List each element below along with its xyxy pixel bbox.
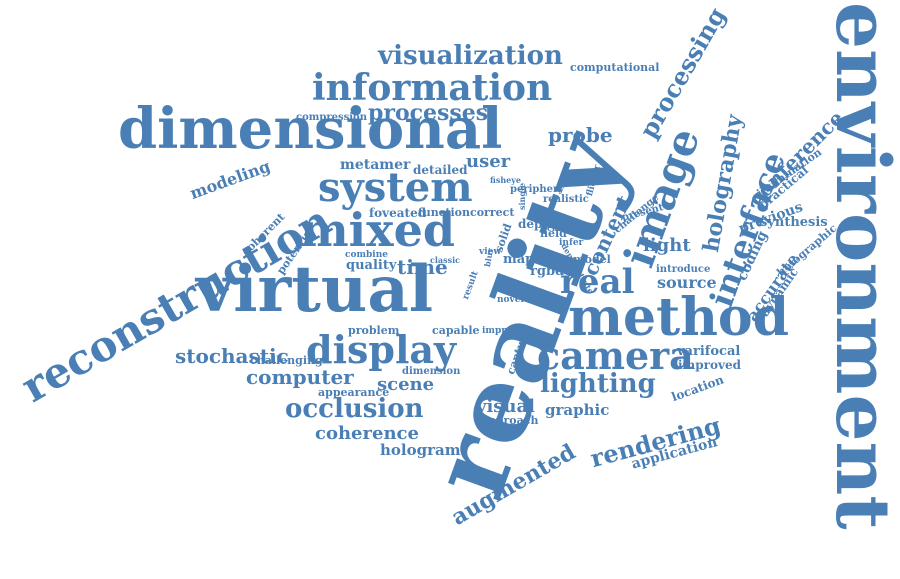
word-stochastic: stochastic bbox=[175, 344, 289, 368]
word-periphery: periphery bbox=[510, 184, 565, 195]
word-model: model bbox=[573, 253, 611, 266]
word-depth: depth bbox=[518, 217, 557, 231]
word-visual: visual bbox=[476, 396, 536, 417]
word-dimension: dimension bbox=[402, 366, 461, 377]
word-source: source bbox=[657, 273, 717, 292]
word-challenging: challenging bbox=[250, 354, 323, 367]
word-quality: quality bbox=[346, 258, 397, 273]
word-novel: novel bbox=[497, 295, 524, 305]
word-improve: improve bbox=[482, 326, 523, 336]
word-approach: approach bbox=[481, 414, 539, 427]
word-occlusion: occlusion bbox=[285, 394, 424, 424]
word-dimensional: dimensional bbox=[118, 96, 503, 162]
word-problem: problem bbox=[348, 324, 400, 337]
word-system: system bbox=[318, 164, 473, 211]
word-view: view bbox=[479, 247, 502, 257]
word-classic: classic bbox=[430, 255, 461, 265]
word-function: function bbox=[418, 206, 471, 219]
word-rgbd: rgbd bbox=[530, 264, 565, 279]
word-visualization: visualization bbox=[378, 41, 563, 71]
word-single: single bbox=[517, 182, 527, 210]
word-light: light bbox=[643, 235, 691, 256]
word-lighting: lighting bbox=[540, 369, 656, 399]
word-modeling: modeling bbox=[187, 156, 273, 203]
word-realistic: realistic bbox=[543, 194, 589, 205]
word-processes: processes bbox=[368, 100, 489, 126]
word-mixed: mixed bbox=[300, 203, 456, 257]
word-appearance: appearance bbox=[318, 386, 390, 399]
word-varifocal: varifocal bbox=[677, 344, 741, 359]
word-combine: combine bbox=[345, 250, 388, 260]
word-probe: probe bbox=[548, 123, 613, 147]
word-display: display bbox=[306, 327, 457, 372]
word-method: method bbox=[568, 287, 789, 348]
word-infer: infer bbox=[559, 238, 584, 248]
word-user: user bbox=[466, 151, 511, 172]
word-environment: environment bbox=[819, 2, 900, 530]
word-field: field bbox=[540, 227, 567, 240]
word-computational: computational bbox=[570, 61, 660, 74]
word-introduce: introduce bbox=[656, 264, 711, 275]
word-time: time bbox=[397, 255, 448, 279]
word-synthesis: synthesis bbox=[760, 215, 828, 230]
word-fisheye: fisheye bbox=[490, 175, 521, 185]
word-computer: computer bbox=[246, 365, 354, 389]
word-map: map bbox=[503, 252, 535, 267]
word-detailed: detailed bbox=[413, 163, 468, 177]
word-correct: correct bbox=[470, 206, 515, 219]
word-compression: compression bbox=[296, 112, 367, 123]
word-coherence: coherence bbox=[315, 423, 419, 444]
word-foveated: foveated bbox=[369, 206, 427, 220]
word-camera: camera bbox=[537, 333, 694, 378]
word-real: real bbox=[560, 262, 635, 302]
word-graphic: graphic bbox=[545, 401, 610, 419]
word-metamer: metamer bbox=[340, 157, 411, 173]
word-change: change bbox=[547, 223, 580, 233]
word-capable: capable bbox=[432, 324, 480, 337]
word-virtual: virtual bbox=[196, 252, 434, 327]
word-information: information bbox=[312, 67, 553, 109]
word-improved: improved bbox=[678, 358, 741, 372]
word-hologram: hologram bbox=[380, 441, 461, 459]
word-scene: scene bbox=[377, 374, 435, 395]
